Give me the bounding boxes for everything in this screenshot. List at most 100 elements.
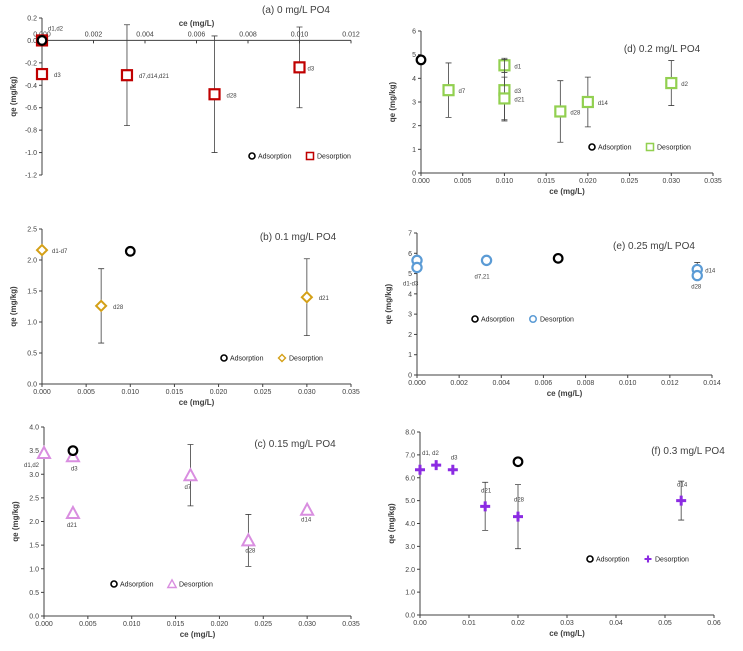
adsorption-point xyxy=(124,245,136,257)
chart-panel-4: 0.000 0.005 0.010 0.015 0.020 0.025 0.030 0.035… xyxy=(388,29,722,197)
x-tick-label: 0.025 xyxy=(255,621,273,628)
y-tick-label: 2 xyxy=(408,332,412,339)
desorption-point xyxy=(300,290,314,304)
legend-desorption-label: Desorption xyxy=(289,356,323,363)
x-tick-label: 0.004 xyxy=(136,31,154,38)
y-tick-label: 0 xyxy=(412,171,416,178)
desorption-point xyxy=(94,299,108,313)
x-tick-label: 0.008 xyxy=(239,31,257,38)
x-axis-label: ce (mg/L) xyxy=(549,629,585,638)
data-label: d3 xyxy=(54,73,61,79)
x-tick-label: 0.005 xyxy=(79,621,97,628)
y-tick-label: 0.5 xyxy=(27,351,37,358)
data-label: d21 xyxy=(481,488,492,494)
y-tick-label: 6 xyxy=(408,251,412,258)
chart-title: (d) 0.2 mg/L PO4 xyxy=(624,44,701,55)
x-tick-label: 0.005 xyxy=(77,389,95,396)
data-label: d28 xyxy=(691,285,702,291)
y-tick-label: 1.5 xyxy=(29,543,39,550)
desorption-point xyxy=(293,61,306,74)
data-label: d21 xyxy=(67,523,78,529)
x-tick-label: 0.020 xyxy=(211,621,229,628)
x-tick-label: 0.030 xyxy=(298,621,316,628)
y-tick-label: 1.0 xyxy=(27,320,37,327)
data-label: d14 xyxy=(598,101,609,107)
data-label: d1, d2 xyxy=(422,451,439,457)
adsorption-point xyxy=(36,35,48,46)
legend-desorption-marker xyxy=(644,555,652,563)
data-label: d14 xyxy=(705,269,716,275)
legend-adsorption-label: Adsorption xyxy=(230,356,264,363)
y-tick-label: -0.8 xyxy=(25,128,37,135)
legend: Adsorption Desorption xyxy=(248,151,351,161)
legend-desorption-label: Desorption xyxy=(655,557,689,564)
x-tick-label: 0.035 xyxy=(342,389,360,396)
y-tick-label: 0.5 xyxy=(29,590,39,597)
y-tick-label: 2 xyxy=(412,123,416,130)
chart-title: (f) 0.3 mg/L PO4 xyxy=(651,446,725,457)
data-label: d1,d2 xyxy=(48,26,64,32)
x-tick-label: 0.005 xyxy=(454,178,472,185)
desorption-point xyxy=(65,504,81,519)
legend-adsorption-marker xyxy=(471,315,479,323)
x-tick-label: 0.008 xyxy=(577,380,595,387)
x-tick-label: 0.020 xyxy=(210,389,228,396)
x-tick-label: 0.020 xyxy=(579,178,597,185)
x-tick-label: 0.025 xyxy=(254,389,272,396)
y-tick-label: 2.0 xyxy=(27,258,37,265)
desorption-point xyxy=(676,495,687,506)
desorption-point xyxy=(554,105,567,118)
y-axis-label: qe (mg/kg) xyxy=(9,286,18,327)
legend-desorption-marker xyxy=(305,151,315,161)
desorption-point xyxy=(513,511,523,522)
x-tick-label: 0.015 xyxy=(166,389,184,396)
x-tick-label: 0.015 xyxy=(537,178,555,185)
data-label: d1 xyxy=(514,64,521,70)
y-tick-label: 0.0 xyxy=(27,38,37,45)
x-tick-label: 0.014 xyxy=(703,380,721,387)
data-label: d21 xyxy=(319,296,330,302)
chart-title: (a) 0 mg/L PO4 xyxy=(262,5,330,16)
x-tick-label: 0.006 xyxy=(188,31,206,38)
chart-title: (b) 0.1 mg/L PO4 xyxy=(260,232,337,243)
x-tick-label: 0.02 xyxy=(511,620,525,627)
y-tick-label: 4 xyxy=(408,291,412,298)
data-label: d28 xyxy=(227,93,238,99)
legend-desorption-label: Desorption xyxy=(179,582,213,589)
x-axis-label: ce (mg/L) xyxy=(179,19,215,28)
chart-title: (e) 0.25 mg/L PO4 xyxy=(613,241,695,252)
y-tick-label: 2.5 xyxy=(27,227,37,234)
data-label: d14 xyxy=(677,483,688,489)
desorption-point xyxy=(35,67,49,81)
y-tick-label: -0.4 xyxy=(25,83,37,90)
data-label: d7 xyxy=(184,485,191,491)
data-label: d3 xyxy=(308,66,315,72)
desorption-point xyxy=(182,467,199,482)
legend-desorption-marker xyxy=(277,353,287,363)
legend-desorption-label: Desorption xyxy=(317,154,351,161)
data-label: d28 xyxy=(570,110,581,116)
legend-adsorption-marker xyxy=(248,152,256,160)
x-tick-label: 0.030 xyxy=(663,178,681,185)
legend-adsorption-label: Adsorption xyxy=(596,557,630,564)
y-tick-label: 2.0 xyxy=(405,567,415,574)
legend: Adsorption Desorption xyxy=(588,142,691,152)
y-tick-label: 2.5 xyxy=(29,495,39,502)
data-label: d3 xyxy=(451,456,458,462)
x-tick-label: 0.002 xyxy=(450,380,468,387)
x-tick-label: 0.04 xyxy=(609,620,623,627)
data-label: d1-d3 xyxy=(403,281,419,287)
data-label: d7 xyxy=(459,89,466,95)
x-tick-label: 0.05 xyxy=(658,620,672,627)
y-tick-label: 7 xyxy=(408,231,412,238)
y-tick-label: 5 xyxy=(408,271,412,278)
x-tick-label: 0.012 xyxy=(661,380,679,387)
y-tick-label: 4 xyxy=(412,76,416,83)
y-tick-label: 5.0 xyxy=(405,498,415,505)
x-tick-label: 0.000 xyxy=(33,389,51,396)
desorption-point xyxy=(480,254,493,267)
y-tick-label: 7.0 xyxy=(405,452,415,459)
chart-panel-3: 0.000 0.005 0.010 0.015 0.020 0.025 0.030 0.035… xyxy=(11,425,360,640)
x-axis-label: ce (mg/L) xyxy=(179,398,215,407)
